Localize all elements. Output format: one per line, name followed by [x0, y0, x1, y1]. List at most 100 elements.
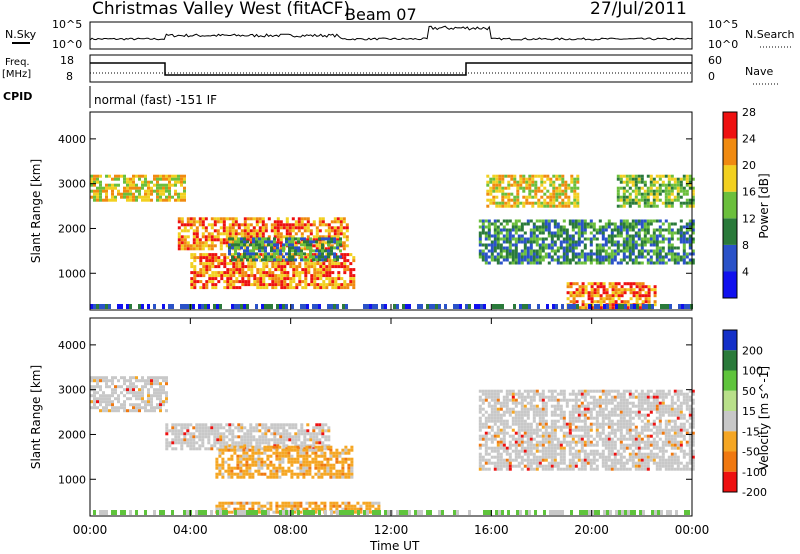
range-cell	[619, 225, 623, 229]
range-cell	[511, 228, 515, 232]
range-cell	[510, 204, 514, 208]
range-cell	[135, 397, 138, 401]
range-cell	[165, 394, 168, 398]
range-cell	[301, 271, 305, 275]
range-cell	[556, 231, 560, 235]
range-cell	[544, 413, 548, 417]
range-cell	[331, 271, 335, 275]
range-cell	[252, 240, 255, 244]
range-cell	[311, 448, 315, 452]
range-cell	[186, 441, 190, 445]
range-cell	[499, 261, 503, 265]
range-cell	[490, 258, 494, 262]
range-cell	[286, 271, 290, 275]
range-cell	[610, 419, 614, 423]
range-cell	[610, 255, 614, 259]
range-cell	[237, 444, 241, 448]
range-cell	[661, 240, 665, 244]
range-cell	[622, 252, 626, 256]
range-cell	[329, 454, 333, 458]
range-cell	[556, 413, 560, 417]
range-cell	[243, 435, 247, 439]
range-cell	[490, 389, 494, 393]
range-cell	[213, 441, 217, 445]
range-cell	[574, 231, 578, 235]
range-cell	[581, 282, 585, 286]
range-cell	[501, 177, 505, 181]
range-cell	[227, 466, 231, 470]
range-cell	[334, 262, 338, 266]
range-cell	[661, 249, 665, 253]
range-cell	[670, 243, 674, 247]
range-cell	[311, 460, 315, 464]
range-cell	[532, 255, 536, 259]
range-cell	[528, 177, 532, 181]
nsky-tick-top: 10^5	[52, 18, 82, 31]
range-cell	[595, 422, 599, 426]
range-cell	[238, 286, 242, 290]
range-cell	[307, 271, 311, 275]
range-cell	[556, 446, 560, 450]
range-cell	[552, 204, 556, 208]
freq-tick-8: 8	[66, 70, 73, 83]
range-cell	[141, 388, 144, 392]
range-cell	[333, 220, 337, 224]
range-cell	[108, 183, 111, 187]
range-cell	[270, 243, 273, 247]
range-cell	[96, 195, 99, 199]
range-cell	[229, 268, 233, 272]
range-cell	[296, 504, 300, 508]
range-cell	[562, 258, 566, 262]
range-cell	[595, 458, 599, 462]
range-cell	[338, 475, 342, 479]
range-cell	[610, 428, 614, 432]
range-cell	[552, 192, 556, 196]
range-cell	[150, 409, 153, 413]
range-cell	[177, 198, 180, 202]
range-cell	[604, 395, 608, 399]
range-cell	[640, 237, 644, 241]
range-cell	[602, 288, 606, 292]
range-cell	[241, 274, 245, 278]
range-cell	[280, 274, 284, 278]
range-cell	[331, 283, 335, 287]
range-cell	[610, 452, 614, 456]
range-cell	[559, 255, 563, 259]
range-cell	[553, 222, 557, 226]
range-cell	[664, 252, 668, 256]
range-cell	[198, 220, 202, 224]
range-cell	[306, 235, 310, 239]
range-cell	[171, 447, 175, 451]
range-cell	[523, 222, 527, 226]
range-cell	[544, 467, 548, 471]
range-cell	[368, 507, 372, 511]
range-cell	[614, 294, 618, 298]
range-cell	[253, 280, 257, 284]
range-cell	[105, 304, 108, 309]
range-cell	[352, 274, 356, 278]
range-cell	[667, 243, 671, 247]
range-cell	[195, 238, 199, 242]
range-cell	[276, 217, 280, 221]
range-cell	[499, 255, 503, 259]
range-cell	[265, 262, 269, 266]
range-cell	[571, 437, 575, 441]
range-cell	[171, 183, 174, 187]
range-cell	[565, 261, 569, 265]
range-cell	[679, 189, 683, 193]
range-cell	[487, 401, 491, 405]
range-cell	[336, 232, 340, 236]
range-cell	[344, 472, 348, 476]
range-cell	[190, 283, 194, 287]
range-cell	[535, 431, 539, 435]
range-cell	[273, 426, 277, 430]
range-cell	[493, 231, 497, 235]
range-cell	[265, 271, 269, 275]
range-cell	[613, 228, 617, 232]
range-cell	[620, 291, 624, 295]
range-cell	[595, 249, 599, 253]
range-cell	[141, 174, 144, 178]
range-cell	[312, 304, 315, 309]
range-cell	[571, 440, 575, 444]
range-cell	[287, 451, 291, 455]
